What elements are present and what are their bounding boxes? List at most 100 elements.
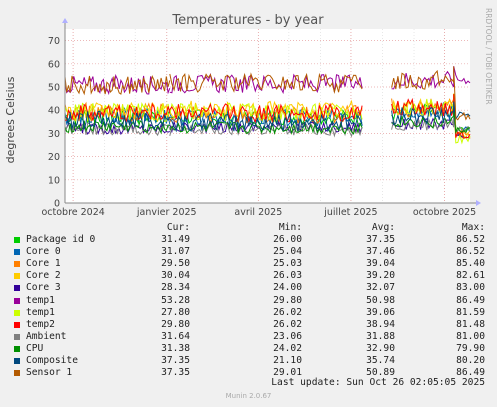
legend-row: Core 2 30.04 26.03 39.20 82.61 — [12, 270, 488, 282]
legend-swatch — [14, 370, 20, 377]
legend-avg-value: 39.20 — [366, 270, 395, 282]
legend-row: Core 3 28.34 24.00 32.07 83.00 — [12, 282, 488, 294]
axis-layer: 0 10 20 30 40 50 60 70 octobre 2024 janvier 2025 a… — [41, 18, 481, 218]
legend-rows: Package id 0 31.49 26.00 37.35 86.52 Core 0 31… — [12, 234, 488, 379]
legend-series-name: Core 0 — [26, 246, 61, 258]
x-tick-label: juillet 2025 — [323, 207, 377, 218]
legend-cur-value: 30.04 — [161, 270, 190, 282]
series-layer — [64, 66, 471, 145]
y-tick-label: 10 — [48, 175, 60, 186]
legend-max-value: 86.49 — [456, 367, 485, 379]
legend-min-value: 24.00 — [273, 282, 302, 294]
legend-cur-value: 53.28 — [161, 294, 190, 306]
series-line-10 — [64, 108, 471, 136]
legend-avg-value: 50.98 — [366, 294, 395, 306]
legend-max-value: 83.00 — [456, 282, 485, 294]
legend-swatch — [14, 321, 20, 328]
legend-series-name: temp1 — [26, 306, 55, 318]
legend-series-name: Sensor 1 — [26, 367, 73, 379]
y-axis-arrow — [62, 18, 68, 23]
chart-title: Temperatures - by year — [171, 13, 324, 28]
legend-swatch — [14, 285, 20, 292]
series-line-11 — [64, 101, 471, 133]
legend-max-value: 82.61 — [456, 270, 485, 282]
legend-max-value: 86.49 — [456, 294, 485, 306]
legend-row: temp1 27.80 26.02 39.06 81.59 — [12, 307, 488, 319]
legend-cur-value: 31.49 — [161, 234, 190, 246]
legend-series-name: Composite — [26, 355, 78, 367]
legend-cur-value: 37.35 — [161, 367, 190, 379]
legend-cur-value: 29.50 — [161, 258, 190, 270]
legend-avg-value: 39.04 — [366, 258, 395, 270]
legend-max-value: 81.59 — [456, 306, 485, 318]
legend-cur-value: 31.64 — [161, 330, 190, 342]
x-axis-arrow — [476, 200, 481, 206]
legend-swatch — [14, 273, 20, 280]
header-min: Min: — [278, 222, 302, 233]
legend-row: Core 0 31.07 25.04 37.46 86.52 — [12, 246, 488, 258]
legend-min-value: 26.02 — [273, 306, 302, 318]
legend-avg-value: 38.94 — [366, 318, 395, 330]
legend-row: Package id 0 31.49 26.00 37.35 86.52 — [12, 234, 488, 246]
legend-max-value: 80.20 — [456, 355, 485, 367]
legend-min-value: 24.02 — [273, 342, 302, 354]
y-tick-label: 0 — [54, 199, 60, 210]
legend-series-name: Core 2 — [26, 270, 61, 282]
legend-swatch — [14, 249, 20, 256]
legend-avg-value: 32.07 — [366, 282, 395, 294]
legend-swatch — [14, 237, 20, 244]
y-tick-label: 60 — [48, 59, 60, 70]
legend-max-value: 85.40 — [456, 258, 485, 270]
legend-row: CPU 31.38 24.02 32.90 79.90 — [12, 343, 488, 355]
legend-min-value: 29.80 — [273, 294, 302, 306]
x-tick-label: octobre 2025 — [413, 207, 476, 218]
legend-row: Ambient 31.64 23.06 31.88 81.00 — [12, 331, 488, 343]
legend-cur-value: 37.35 — [161, 355, 190, 367]
legend-min-value: 21.10 — [273, 355, 302, 367]
legend-swatch — [14, 345, 20, 352]
y-tick-label: 50 — [48, 83, 60, 94]
series-line-12 — [64, 66, 471, 121]
legend-series-name: Ambient — [26, 330, 67, 342]
legend-series-name: Core 1 — [26, 258, 61, 270]
legend-cur-value: 31.38 — [161, 342, 190, 354]
legend-swatch — [14, 333, 20, 340]
legend-avg-value: 37.46 — [366, 246, 395, 258]
legend-row: temp1 53.28 29.80 50.98 86.49 — [12, 295, 488, 307]
legend-avg-value: 31.88 — [366, 330, 395, 342]
legend-swatch — [14, 297, 20, 304]
legend-series-name: temp2 — [26, 318, 55, 330]
legend-cur-value: 27.80 — [161, 306, 190, 318]
legend-min-value: 26.02 — [273, 318, 302, 330]
legend-cur-value: 28.34 — [161, 282, 190, 294]
y-tick-label: 20 — [48, 152, 60, 163]
rrdtool-watermark: RRDTOOL / TOBI OETIKER — [484, 8, 493, 105]
legend-swatch — [14, 309, 20, 316]
legend-min-value: 25.03 — [273, 258, 302, 270]
legend-min-value: 25.04 — [273, 246, 302, 258]
legend-min-value: 29.01 — [273, 367, 302, 379]
legend-max-value: 79.90 — [456, 342, 485, 354]
legend-row: Core 1 29.50 25.03 39.04 85.40 — [12, 258, 488, 270]
x-tick-label: octobre 2024 — [41, 207, 104, 218]
legend-table: Cur: Min: Avg: Max: Package id 0 31.49 26.… — [12, 222, 488, 379]
legend-avg-value: 32.90 — [366, 342, 395, 354]
legend-row: temp2 29.80 26.02 38.94 81.48 — [12, 319, 488, 331]
legend-avg-value: 37.35 — [366, 234, 395, 246]
legend-max-value: 81.00 — [456, 330, 485, 342]
munin-version: Munin 2.0.67 — [225, 392, 272, 400]
y-tick-label: 40 — [48, 106, 60, 117]
legend-series-name: temp1 — [26, 294, 55, 306]
header-avg: Avg: — [371, 222, 395, 233]
legend-series-name: CPU — [26, 342, 44, 354]
legend-min-value: 26.03 — [273, 270, 302, 282]
legend-header-row: Cur: Min: Avg: Max: — [12, 222, 488, 234]
header-max: Max: — [461, 222, 485, 233]
legend-row: Sensor 1 37.35 29.01 50.89 86.49 — [12, 367, 488, 379]
legend-avg-value: 50.89 — [366, 367, 395, 379]
legend-row: Composite 37.35 21.10 35.74 80.20 — [12, 355, 488, 367]
legend-min-value: 23.06 — [273, 330, 302, 342]
legend-max-value: 81.48 — [456, 318, 485, 330]
